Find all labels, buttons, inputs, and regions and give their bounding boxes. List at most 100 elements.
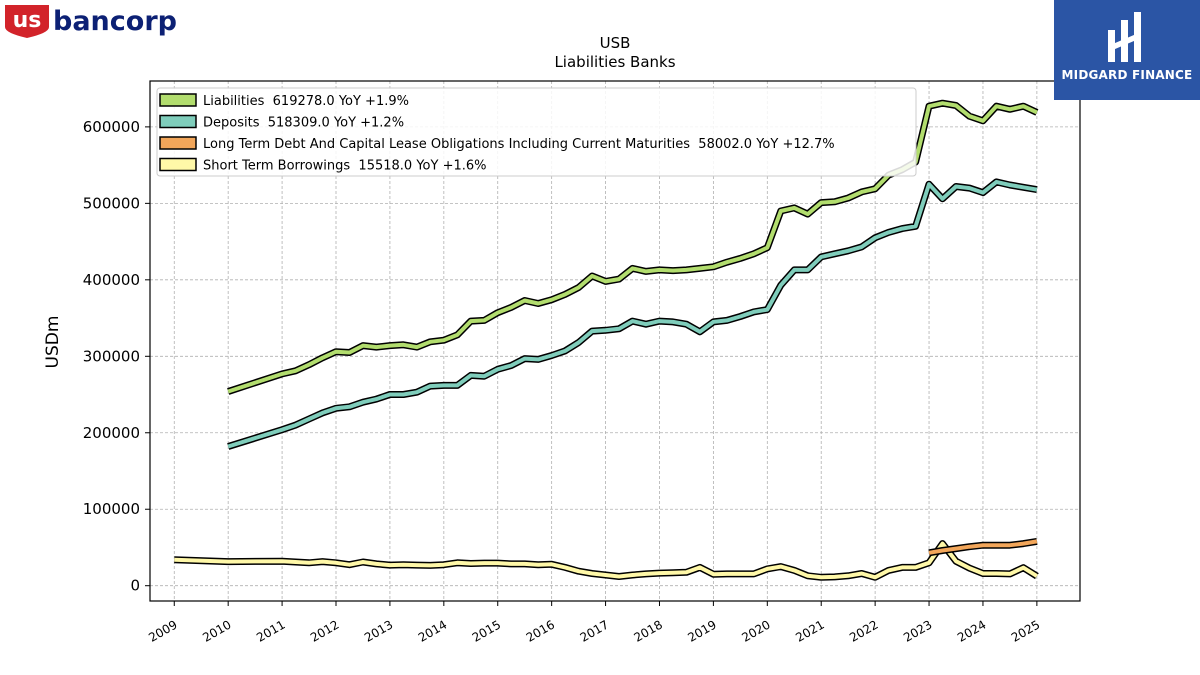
data-point-short-term-borrowings	[538, 564, 539, 565]
data-point-short-term-borrowings	[174, 559, 175, 560]
data-point-liabilities	[551, 299, 552, 300]
data-point-deposits	[389, 394, 390, 395]
data-point-long-term-debt-and-capital-lease-obligations-including-current-maturities	[956, 548, 957, 549]
y-tick-label: 0	[130, 577, 140, 595]
data-point-liabilities	[538, 303, 539, 304]
data-point-liabilities	[740, 258, 741, 259]
data-point-short-term-borrowings	[322, 561, 323, 562]
data-point-liabilities	[713, 266, 714, 267]
data-point-deposits	[861, 246, 862, 247]
data-point-short-term-borrowings	[389, 565, 390, 566]
data-point-short-term-borrowings	[443, 564, 444, 565]
data-point-deposits	[443, 385, 444, 386]
logo-prefix: us	[13, 8, 42, 33]
data-point-short-term-borrowings	[942, 543, 943, 544]
plot-frame	[149, 80, 1081, 602]
x-tick-label: 2009	[146, 617, 179, 644]
data-point-liabilities	[996, 106, 997, 107]
data-point-deposits	[780, 285, 781, 286]
data-point-deposits	[578, 342, 579, 343]
data-point-short-term-borrowings	[524, 563, 525, 564]
data-point-liabilities	[659, 269, 660, 270]
usbancorp-logo: us bancorp	[5, 5, 177, 38]
legend-swatch	[159, 157, 197, 172]
data-point-deposits	[659, 321, 660, 322]
data-point-deposits	[322, 412, 323, 413]
data-point-short-term-borrowings	[969, 568, 970, 569]
data-point-deposits	[1009, 185, 1010, 186]
x-tick-label: 2019	[685, 617, 718, 644]
data-point-liabilities	[457, 334, 458, 335]
y-tick-label: 200000	[83, 424, 140, 442]
data-point-long-term-debt-and-capital-lease-obligations-including-current-maturities	[1036, 541, 1037, 542]
data-point-deposits	[1036, 189, 1037, 190]
data-point-short-term-borrowings	[565, 567, 566, 568]
data-point-short-term-borrowings	[794, 570, 795, 571]
x-tick-label: 2025	[1009, 617, 1042, 644]
y-tick-label: 100000	[83, 500, 140, 518]
data-point-liabilities	[942, 103, 943, 104]
data-point-short-term-borrowings	[767, 568, 768, 569]
data-point-short-term-borrowings	[497, 563, 498, 564]
chart-subtitle: Liabilities Banks	[554, 53, 675, 71]
data-point-deposits	[538, 359, 539, 360]
data-point-deposits	[834, 253, 835, 254]
y-axis: 0 100000 200000 300000 400000 500000 600000	[83, 118, 150, 595]
data-point-deposits	[902, 228, 903, 229]
x-tick-label: 2013	[362, 617, 395, 644]
data-point-liabilities	[1023, 106, 1024, 107]
legend-swatch	[159, 114, 197, 129]
data-point-short-term-borrowings	[983, 573, 984, 574]
data-point-short-term-borrowings	[753, 573, 754, 574]
midgard-finance-text: MIDGARD FINANCE	[1061, 68, 1193, 82]
data-point-deposits	[470, 375, 471, 376]
data-point-short-term-borrowings	[699, 567, 700, 568]
data-point-deposits	[524, 358, 525, 359]
data-point-short-term-borrowings	[807, 575, 808, 576]
data-point-liabilities	[780, 211, 781, 212]
y-tick-label: 500000	[83, 194, 140, 212]
data-point-deposits	[309, 419, 310, 420]
data-point-liabilities	[1036, 112, 1037, 113]
x-tick-label: 2020	[739, 617, 772, 644]
legend-swatch	[159, 93, 197, 107]
data-point-short-term-borrowings	[888, 570, 889, 571]
data-point-short-term-borrowings	[821, 577, 822, 578]
data-point-short-term-borrowings	[632, 575, 633, 576]
data-point-deposits	[551, 355, 552, 356]
data-point-short-term-borrowings	[1023, 567, 1024, 568]
data-point-liabilities	[363, 345, 364, 346]
shield-icon	[5, 5, 49, 38]
data-point-liabilities	[470, 321, 471, 322]
data-point-short-term-borrowings	[996, 573, 997, 574]
data-point-deposits	[336, 408, 337, 409]
data-point-short-term-borrowings	[780, 566, 781, 567]
data-point-liabilities	[578, 287, 579, 288]
data-point-short-term-borrowings	[848, 575, 849, 576]
data-point-deposits	[969, 188, 970, 189]
data-point-short-term-borrowings	[713, 574, 714, 575]
data-point-deposits	[403, 394, 404, 395]
data-point-short-term-borrowings	[578, 571, 579, 572]
data-point-short-term-borrowings	[457, 562, 458, 563]
data-point-deposits	[875, 237, 876, 238]
data-point-liabilities	[619, 279, 620, 280]
data-point-deposits	[376, 399, 377, 400]
data-point-deposits	[282, 429, 283, 430]
data-point-short-term-borrowings	[834, 576, 835, 577]
data-point-deposits	[956, 186, 957, 187]
data-point-liabilities	[416, 347, 417, 348]
data-point-short-term-borrowings	[309, 562, 310, 563]
data-point-short-term-borrowings	[646, 573, 647, 574]
data-point-short-term-borrowings	[740, 573, 741, 574]
data-point-short-term-borrowings	[430, 565, 431, 566]
data-point-deposits	[740, 316, 741, 317]
data-point-deposits	[349, 406, 350, 407]
midgard-finance-logo: MIDGARD FINANCE	[1054, 0, 1200, 100]
data-point-liabilities	[565, 294, 566, 295]
data-point-deposits	[605, 330, 606, 331]
y-tick-label: 300000	[83, 347, 140, 365]
data-point-deposits	[632, 321, 633, 322]
x-tick-label: 2016	[524, 617, 557, 644]
data-point-deposits	[592, 331, 593, 332]
